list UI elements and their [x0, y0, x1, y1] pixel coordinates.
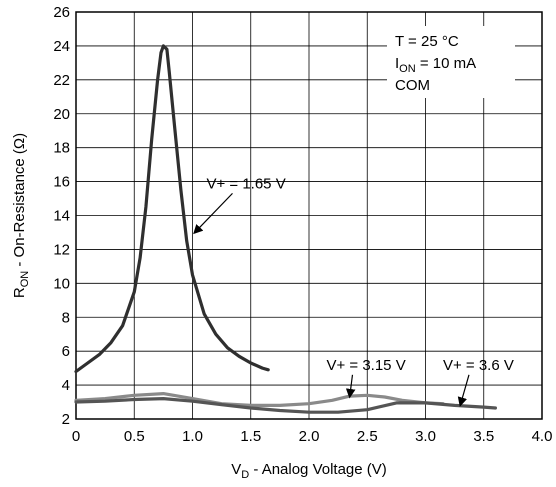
x-tick-label: 3.5 — [473, 428, 494, 445]
legend-current-sub: ON — [399, 63, 416, 75]
legend-current-main: I — [395, 55, 399, 72]
y-axis-label: RON - On-Resistance (Ω) — [11, 133, 31, 298]
y-axis-label-sub: ON — [19, 271, 31, 288]
series-line-2 — [74, 397, 497, 414]
x-tick-label: 3.0 — [415, 428, 436, 445]
y-tick-label: 18 — [53, 140, 70, 157]
annotation-label: V+ = 3.15 V — [326, 357, 405, 374]
x-tick-label: 1.5 — [240, 428, 261, 445]
annotation-label: V+ = 3.6 V — [443, 357, 514, 374]
y-tick-label: 6 — [62, 343, 70, 360]
x-axis-label-main: V — [231, 461, 241, 478]
x-axis-ticks: 0 0.5 1.0 1.5 2.0 2.5 3.0 3.5 4.0 — [72, 428, 553, 445]
legend-current-rest: = 10 mA — [416, 55, 476, 72]
y-tick-label: 14 — [53, 208, 70, 225]
series-line-1 — [74, 392, 445, 407]
y-tick-label: 24 — [53, 38, 70, 55]
y-axis-label-rest: - On-Resistance (Ω) — [11, 133, 28, 271]
y-tick-label: 20 — [53, 106, 70, 123]
y-tick-label: 22 — [53, 72, 70, 89]
y-tick-label: 10 — [53, 275, 70, 292]
legend-background — [387, 26, 515, 98]
legend: T = 25 °C ION = 10 mA COM — [387, 26, 515, 98]
plot-frame — [75, 11, 543, 420]
series-line-0 — [74, 44, 270, 374]
annotations: V+ = 1.65 V V+ = 3.15 V V+ = 3.6 V — [193, 175, 514, 407]
series-group — [74, 44, 497, 414]
y-tick-label: 8 — [62, 309, 70, 326]
x-tick-label: 2.0 — [299, 428, 320, 445]
legend-temperature: T = 25 °C — [395, 33, 459, 50]
x-tick-label: 1.0 — [182, 428, 203, 445]
x-axis-label-rest: - Analog Voltage (V) — [249, 461, 387, 478]
y-tick-label: 16 — [53, 174, 70, 191]
y-axis-label-main: R — [11, 287, 28, 298]
x-tick-label: 2.5 — [357, 428, 378, 445]
annotation-label: V+ = 1.65 V — [206, 175, 285, 192]
y-tick-label: 4 — [62, 377, 70, 394]
legend-pin: COM — [395, 77, 430, 94]
y-tick-label: 12 — [53, 241, 70, 258]
y-tick-label: 26 — [53, 4, 70, 21]
x-tick-label: 0.5 — [124, 428, 145, 445]
annotation-arrow — [345, 374, 356, 399]
y-tick-label: 2 — [62, 411, 70, 428]
legend-current: ION = 10 mA — [395, 55, 476, 75]
x-tick-label: 0 — [72, 428, 80, 445]
annotation-arrow — [457, 374, 470, 407]
x-axis-label: VD - Analog Voltage (V) — [231, 461, 387, 481]
x-axis-label-sub: D — [241, 469, 249, 481]
annotation-arrow — [193, 192, 233, 235]
x-tick-label: 4.0 — [532, 428, 553, 445]
